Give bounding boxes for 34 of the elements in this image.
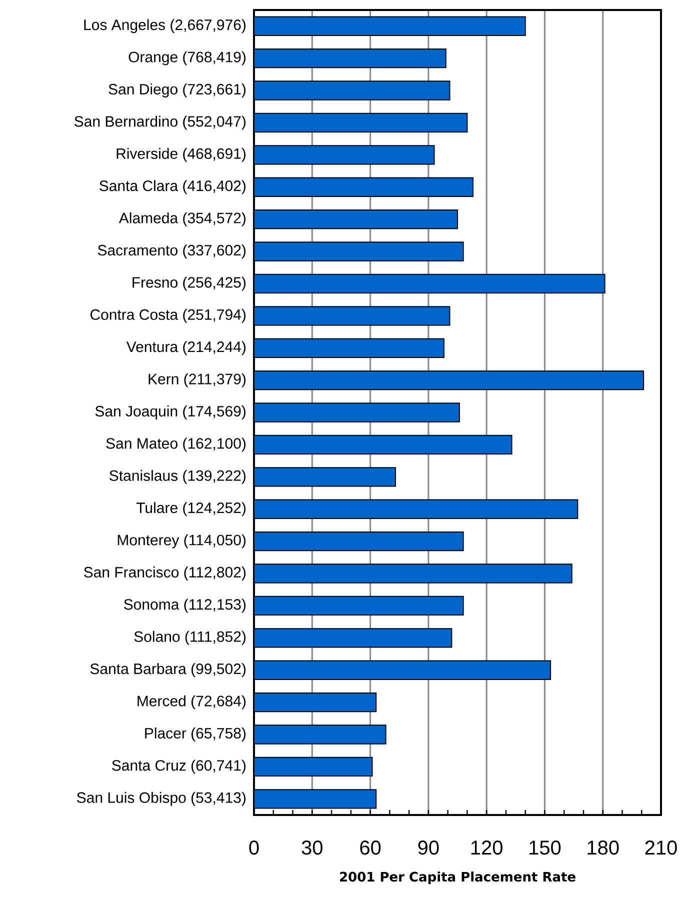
y-tick-label: Ventura (214,244) [126, 341, 246, 356]
y-tick-label: San Luis Obispo (53,413) [77, 792, 246, 806]
x-tick-label: 60 [360, 840, 381, 855]
y-tick-label: Los Angeles (2,667,976) [84, 19, 246, 34]
y-tick-label: Santa Clara (416,402) [100, 180, 246, 194]
x-tick-label: 120 [471, 840, 502, 855]
y-tick-label: Merced (72,684) [138, 695, 246, 710]
y-tick-label: Alameda (354,572) [118, 212, 246, 226]
y-tick-label: Solano (111,852) [134, 630, 246, 645]
y-tick-label: Contra Costa (251,794) [90, 308, 246, 323]
y-tick-label: Orange (768,419) [128, 51, 246, 66]
x-tick-label: 150 [530, 840, 561, 855]
y-tick-label: Tulare (124,252) [136, 502, 246, 516]
y-tick-label: Placer (65,758) [145, 728, 246, 742]
y-tick-label: Sonoma (112,153) [124, 598, 246, 613]
x-tick-label: 30 [302, 840, 322, 855]
x-tick-label: 0 [249, 840, 259, 855]
y-tick-label: Kern (211,379) [148, 373, 246, 388]
y-tick-label: San Joaquin (174,569) [95, 406, 246, 420]
y-tick-label: Santa Cruz (60,741) [112, 760, 246, 774]
y-tick-label: Santa Barbara (99,502) [90, 663, 246, 678]
x-tick-label: 180 [588, 840, 619, 855]
y-tick-label: San Mateo (162,100) [106, 438, 246, 452]
y-tick-label: San Diego (723,661) [108, 84, 246, 98]
x-tick-label: 90 [418, 840, 439, 855]
y-tick-label: Monterey (114,050) [118, 534, 246, 548]
y-tick-label: San Bernardino (552,047) [74, 116, 246, 130]
y-tick-label: San Francisco (112,802) [84, 566, 246, 580]
y-tick-label: Fresno (256,425) [132, 276, 246, 291]
x-tick-label: 210 [645, 840, 677, 855]
y-tick-label: Stanislaus (139,222) [110, 470, 246, 484]
y-tick-label: Riverside (468,691) [116, 148, 246, 162]
y-tick-label: Sacramento (337,602) [98, 244, 246, 258]
x-axis-title: 2001 Per Capita Placement Rate [340, 872, 576, 884]
